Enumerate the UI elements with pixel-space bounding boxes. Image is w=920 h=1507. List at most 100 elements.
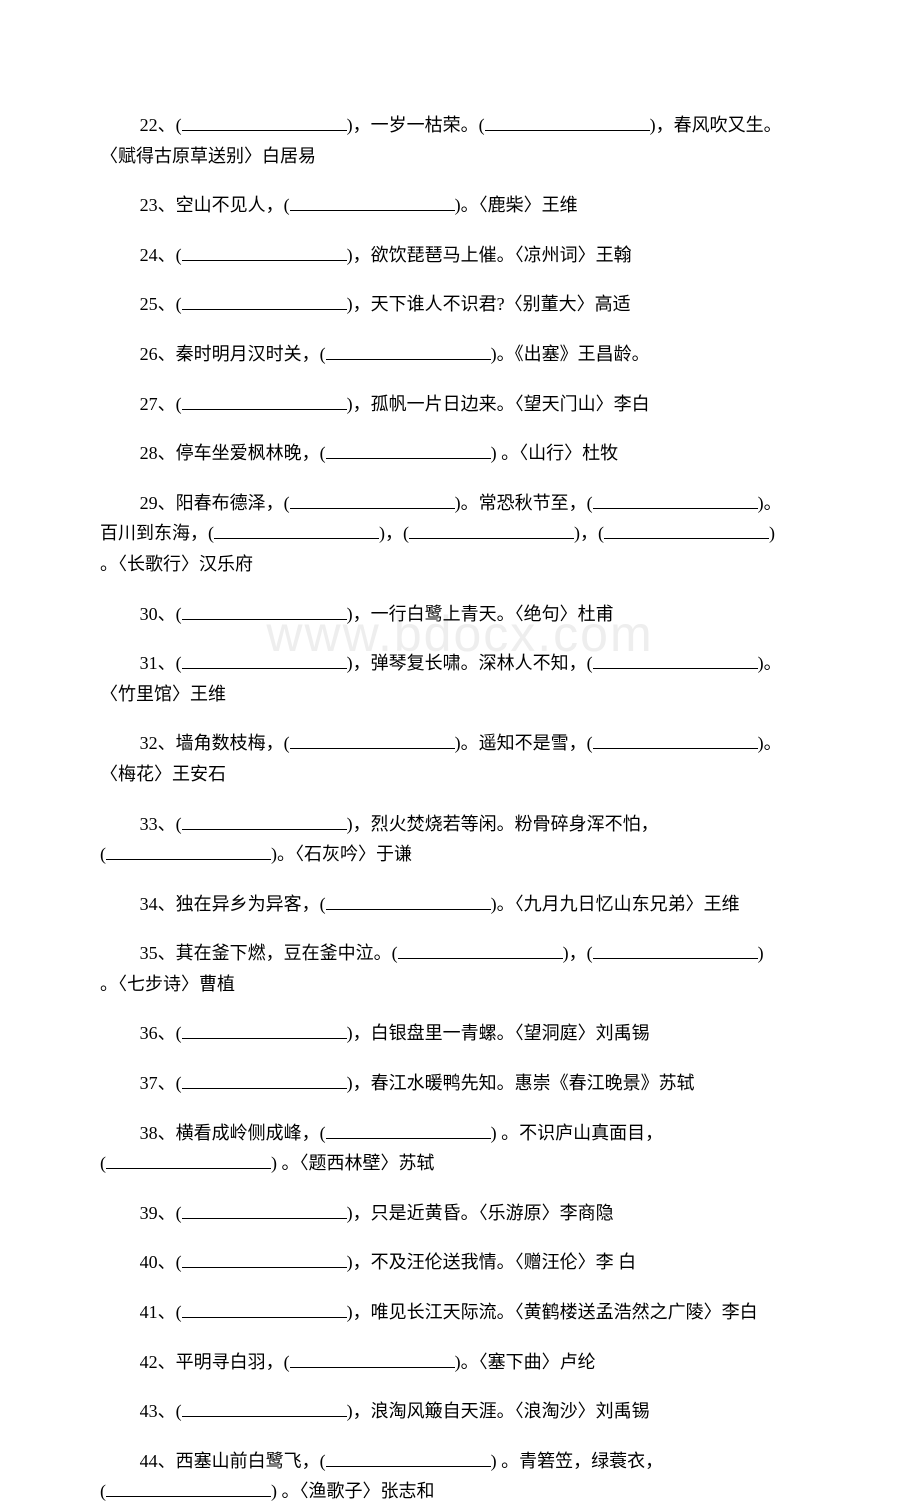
question-text: )，弹琴复长啸。深林人不知，( (347, 653, 593, 673)
question-line: 36、()，白银盘里一青螺。〈望洞庭〉刘禹锡 (100, 1018, 820, 1049)
fill-blank (182, 602, 347, 620)
question-item: 38、横看成岭侧成峰，() 。不识庐山真面目，() 。〈题西林壁〉苏轼 (100, 1118, 820, 1179)
question-text: 39、( (140, 1203, 182, 1223)
question-line: 38、横看成岭侧成峰，() 。不识庐山真面目， (100, 1118, 820, 1149)
fill-blank (326, 441, 491, 459)
question-text: 26、秦时明月汉时关，( (140, 344, 326, 364)
question-text: 28、停车坐爱枫林晚，( (140, 443, 326, 463)
question-item: 24、()，欲饮琵琶马上催。〈凉州词〉王翰 (100, 240, 820, 271)
fill-blank (593, 941, 758, 959)
question-line: 34、独在异乡为异客，( )。〈九月九日忆山东兄弟〉王维 (100, 889, 820, 920)
question-text: 32、墙角数枝梅，( (140, 733, 290, 753)
question-item: 43、()，浪淘风簸自天涯。〈浪淘沙〉刘禹锡 (100, 1396, 820, 1427)
question-text: 22、( (140, 115, 182, 135)
question-text: 〈竹里馆〉王维 (100, 684, 226, 704)
question-text: )。〈鹿柴〉王维 (455, 195, 578, 215)
question-text: )。〈石灰吟〉于谦 (271, 844, 412, 864)
question-line: 24、()，欲饮琵琶马上催。〈凉州词〉王翰 (100, 240, 820, 271)
fill-blank (409, 521, 574, 539)
question-item: 26、秦时明月汉时关，()。《出塞》王昌龄。 (100, 339, 820, 370)
question-text: 31、( (140, 653, 182, 673)
fill-blank (106, 842, 271, 860)
question-line: 33、()，烈火焚烧若等闲。粉骨碎身浑不怕， (100, 809, 820, 840)
fill-blank (182, 1201, 347, 1219)
question-text: )，( (563, 943, 593, 963)
question-text: )。〈九月九日忆山东兄弟〉王维 (491, 894, 740, 914)
question-text: ) 。〈题西林壁〉苏轼 (271, 1153, 435, 1173)
question-item: 25、()，天下谁人不识君?〈别董大〉高适 (100, 289, 820, 320)
question-text: 百川到东海，( (100, 523, 214, 543)
question-text: ) 。青箬笠，绿蓑衣， (491, 1451, 664, 1471)
question-text: )，烈火焚烧若等闲。粉骨碎身浑不怕， (347, 814, 659, 834)
fill-blank (182, 292, 347, 310)
question-line: 22、( )，一岁一枯荣。( )，春风吹又生。 (100, 110, 820, 141)
fill-blank (593, 651, 758, 669)
fill-blank (290, 1350, 455, 1368)
fill-blank (593, 731, 758, 749)
question-line: 44、西塞山前白鹭飞，( ) 。青箬笠，绿蓑衣， (100, 1446, 820, 1477)
question-text: 38、横看成岭侧成峰，( (140, 1123, 326, 1143)
question-line: 23、空山不见人，()。〈鹿柴〉王维 (100, 190, 820, 221)
question-text: )，唯见长江天际流。〈黄鹤楼送孟浩然之广陵〉李白 (347, 1302, 758, 1322)
question-line: 32、墙角数枝梅，( )。遥知不是雪，( )。 (100, 728, 820, 759)
question-text: 34、独在异乡为异客，( (140, 894, 326, 914)
question-text: 42、平明寻白羽，( (140, 1352, 290, 1372)
fill-blank (106, 1151, 271, 1169)
question-line: 35、萁在釜下燃，豆在釜中泣。()，() (100, 938, 820, 969)
question-text: )，欲饮琵琶马上催。〈凉州词〉王翰 (347, 245, 632, 265)
question-text: )。 (758, 733, 782, 753)
fill-blank (182, 392, 347, 410)
question-text: )，春江水暖鸭先知。惠崇《春江晚景》苏轼 (347, 1073, 695, 1093)
question-line: 27、()，孤帆一片日边来。〈望天门山〉李白 (100, 389, 820, 420)
question-text: )，只是近黄昏。〈乐游原〉李商隐 (347, 1203, 614, 1223)
question-line: ()。〈石灰吟〉于谦 (100, 839, 820, 870)
question-item: 23、空山不见人，()。〈鹿柴〉王维 (100, 190, 820, 221)
fill-blank (485, 113, 650, 131)
question-line: 42、平明寻白羽，( )。〈塞下曲〉卢纶 (100, 1347, 820, 1378)
question-text: 〈赋得古原草送别〉白居易 (100, 146, 316, 166)
fill-blank (398, 941, 563, 959)
question-text: )。 (758, 493, 782, 513)
question-line: 31、()，弹琴复长啸。深林人不知，()。 (100, 648, 820, 679)
fill-blank (593, 491, 758, 509)
question-line: 28、停车坐爱枫林晚，() 。〈山行〉杜牧 (100, 438, 820, 469)
question-text: 。〈长歌行〉汉乐府 (100, 554, 253, 574)
question-text: 44、西塞山前白鹭飞，( (140, 1451, 326, 1471)
question-item: 31、()，弹琴复长啸。深林人不知，()。〈竹里馆〉王维 (100, 648, 820, 709)
question-text: ) (769, 523, 775, 543)
question-line: 。〈长歌行〉汉乐府 (100, 549, 820, 580)
question-text: 30、( (140, 604, 182, 624)
question-text: )，天下谁人不识君?〈别董大〉高适 (347, 294, 631, 314)
question-line: 〈竹里馆〉王维 (100, 679, 820, 710)
question-line: 37、()，春江水暖鸭先知。惠崇《春江晚景》苏轼 (100, 1068, 820, 1099)
fill-blank (326, 342, 491, 360)
fill-blank (182, 1021, 347, 1039)
fill-blank (290, 193, 455, 211)
question-text: )。遥知不是雪，( (455, 733, 593, 753)
question-line: 39、( )，只是近黄昏。〈乐游原〉李商隐 (100, 1198, 820, 1229)
question-text: 29、阳春布德泽，( (140, 493, 290, 513)
question-text: )。〈塞下曲〉卢纶 (455, 1352, 596, 1372)
fill-blank (182, 113, 347, 131)
question-item: 40、()，不及汪伦送我情。〈赠汪伦〉李 白 (100, 1247, 820, 1278)
question-item: 34、独在异乡为异客，( )。〈九月九日忆山东兄弟〉王维 (100, 889, 820, 920)
question-line: () 。〈题西林壁〉苏轼 (100, 1148, 820, 1179)
question-text: )，一岁一枯荣。( (347, 115, 485, 135)
question-line: 30、()，一行白鹭上青天。〈绝句〉杜甫 (100, 599, 820, 630)
question-line: 〈赋得古原草送别〉白居易 (100, 141, 820, 172)
question-line: () 。〈渔歌子〉张志和 (100, 1476, 820, 1507)
question-text: 40、( (140, 1252, 182, 1272)
question-text: 35、萁在釜下燃，豆在釜中泣。( (140, 943, 398, 963)
fill-blank (214, 521, 379, 539)
question-item: 28、停车坐爱枫林晚，() 。〈山行〉杜牧 (100, 438, 820, 469)
fill-blank (326, 892, 491, 910)
question-line: 〈梅花〉王安石 (100, 759, 820, 790)
question-item: 42、平明寻白羽，( )。〈塞下曲〉卢纶 (100, 1347, 820, 1378)
question-item: 37、()，春江水暖鸭先知。惠崇《春江晚景》苏轼 (100, 1068, 820, 1099)
question-item: 30、()，一行白鹭上青天。〈绝句〉杜甫 (100, 599, 820, 630)
question-text: 。〈七步诗〉曹植 (100, 974, 235, 994)
question-text: )，春风吹又生。 (650, 115, 782, 135)
question-item: 33、()，烈火焚烧若等闲。粉骨碎身浑不怕，()。〈石灰吟〉于谦 (100, 809, 820, 870)
fill-blank (290, 731, 455, 749)
question-item: 27、()，孤帆一片日边来。〈望天门山〉李白 (100, 389, 820, 420)
